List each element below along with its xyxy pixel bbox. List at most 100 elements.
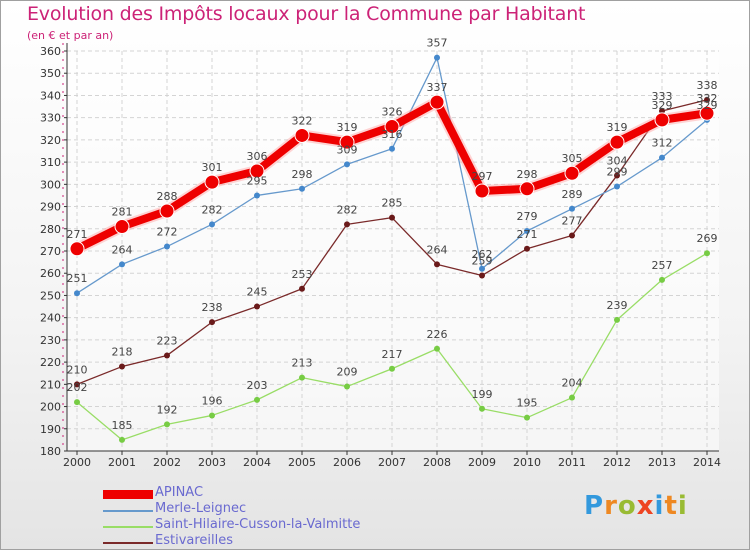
x-tick-labels: 2000 2001 2002 2003 2004 2005 2006 2007 2008 2009… bbox=[63, 451, 721, 469]
data-point bbox=[344, 383, 350, 390]
data-point bbox=[389, 365, 395, 372]
y-tick-label: 360 bbox=[40, 45, 61, 58]
data-point bbox=[209, 221, 215, 228]
data-label: 295 bbox=[247, 174, 268, 187]
data-point bbox=[614, 316, 620, 323]
data-label: 319 bbox=[337, 121, 358, 134]
data-point bbox=[519, 181, 535, 197]
data-point bbox=[74, 290, 80, 297]
data-label: 338 bbox=[697, 79, 718, 92]
chart-title: Evolution des Impôts locaux pour la Comm… bbox=[27, 3, 586, 25]
data-point bbox=[384, 119, 400, 135]
data-label: 203 bbox=[247, 379, 268, 392]
data-point bbox=[74, 381, 80, 388]
y-tick-label: 240 bbox=[40, 312, 61, 325]
data-point bbox=[474, 183, 490, 199]
data-point bbox=[254, 396, 260, 403]
data-point bbox=[659, 108, 665, 114]
data-point bbox=[434, 261, 440, 268]
legend-label: APINAC bbox=[155, 485, 204, 500]
data-label: 319 bbox=[607, 121, 628, 134]
data-point bbox=[569, 394, 575, 401]
data-label: 357 bbox=[427, 37, 448, 50]
y-tick-label: 280 bbox=[40, 223, 61, 236]
legend-swatch bbox=[103, 526, 153, 528]
data-label: 298 bbox=[292, 168, 313, 181]
legend-swatch bbox=[103, 510, 153, 512]
data-point bbox=[389, 214, 395, 221]
x-tick-label: 2010 bbox=[513, 456, 541, 469]
legend-label: Estivareilles bbox=[155, 533, 234, 548]
data-label: 262 bbox=[472, 248, 493, 261]
data-point bbox=[614, 183, 620, 190]
data-label: 213 bbox=[292, 357, 313, 370]
data-label: 298 bbox=[517, 168, 538, 181]
data-point bbox=[704, 96, 710, 103]
x-tick-label: 2000 bbox=[63, 456, 91, 469]
y-tick-label: 320 bbox=[40, 134, 61, 147]
data-label: 195 bbox=[517, 397, 538, 410]
data-point bbox=[209, 319, 215, 326]
data-point bbox=[434, 345, 440, 352]
x-tick-label: 2003 bbox=[198, 456, 226, 469]
x-tick-label: 2012 bbox=[603, 456, 631, 469]
data-label: 282 bbox=[337, 203, 358, 216]
data-point bbox=[564, 165, 580, 181]
data-point bbox=[569, 232, 575, 239]
data-label: 264 bbox=[427, 243, 448, 256]
y-tick-label: 230 bbox=[40, 334, 61, 347]
data-label: 272 bbox=[157, 226, 178, 239]
data-label: 269 bbox=[697, 232, 718, 245]
data-label: 281 bbox=[112, 206, 133, 219]
data-point bbox=[704, 250, 710, 257]
y-tick-label: 260 bbox=[40, 267, 61, 280]
data-point bbox=[659, 154, 665, 161]
y-tick-label: 340 bbox=[40, 89, 61, 102]
data-point bbox=[254, 192, 260, 199]
data-point bbox=[204, 174, 220, 190]
data-label: 217 bbox=[382, 348, 403, 361]
data-point bbox=[569, 205, 575, 212]
data-point bbox=[249, 163, 265, 179]
x-tick-label: 2013 bbox=[648, 456, 676, 469]
data-point bbox=[164, 421, 170, 428]
legend-swatch bbox=[103, 542, 153, 544]
x-tick-label: 2014 bbox=[693, 456, 721, 469]
data-point bbox=[434, 54, 440, 61]
data-label: 271 bbox=[67, 228, 88, 241]
data-label: 285 bbox=[382, 197, 403, 210]
data-label: 337 bbox=[427, 81, 448, 94]
data-label: 245 bbox=[247, 286, 268, 299]
data-label: 196 bbox=[202, 394, 223, 407]
data-label: 309 bbox=[337, 143, 358, 156]
data-point bbox=[74, 399, 80, 406]
data-point bbox=[119, 363, 125, 370]
data-point bbox=[389, 145, 395, 152]
series-saint-hilaire-cusson-la-valmitte bbox=[74, 250, 710, 443]
x-tick-label: 2005 bbox=[288, 456, 316, 469]
data-point bbox=[114, 219, 130, 235]
data-point bbox=[344, 161, 350, 168]
data-label: 209 bbox=[337, 366, 358, 379]
data-point bbox=[294, 127, 310, 143]
data-point bbox=[164, 352, 170, 359]
x-tick-label: 2001 bbox=[108, 456, 136, 469]
data-label: 239 bbox=[607, 299, 628, 312]
x-tick-label: 2006 bbox=[333, 456, 361, 469]
chart-subtitle: (en € et par an) bbox=[27, 29, 114, 42]
data-label: 257 bbox=[652, 259, 673, 272]
data-label: 202 bbox=[67, 381, 88, 394]
x-tick-label: 2008 bbox=[423, 456, 451, 469]
data-point bbox=[69, 241, 85, 257]
data-label: 223 bbox=[157, 334, 178, 347]
data-point bbox=[209, 412, 215, 419]
data-label: 251 bbox=[67, 272, 88, 285]
data-point bbox=[479, 272, 485, 279]
x-tick-label: 2002 bbox=[153, 456, 181, 469]
y-tick-label: 220 bbox=[40, 356, 61, 369]
y-tick-label: 200 bbox=[40, 401, 61, 414]
data-label: 326 bbox=[382, 106, 403, 119]
y-tick-label: 270 bbox=[40, 245, 61, 258]
legend-swatch bbox=[103, 490, 153, 499]
data-point bbox=[159, 203, 175, 219]
